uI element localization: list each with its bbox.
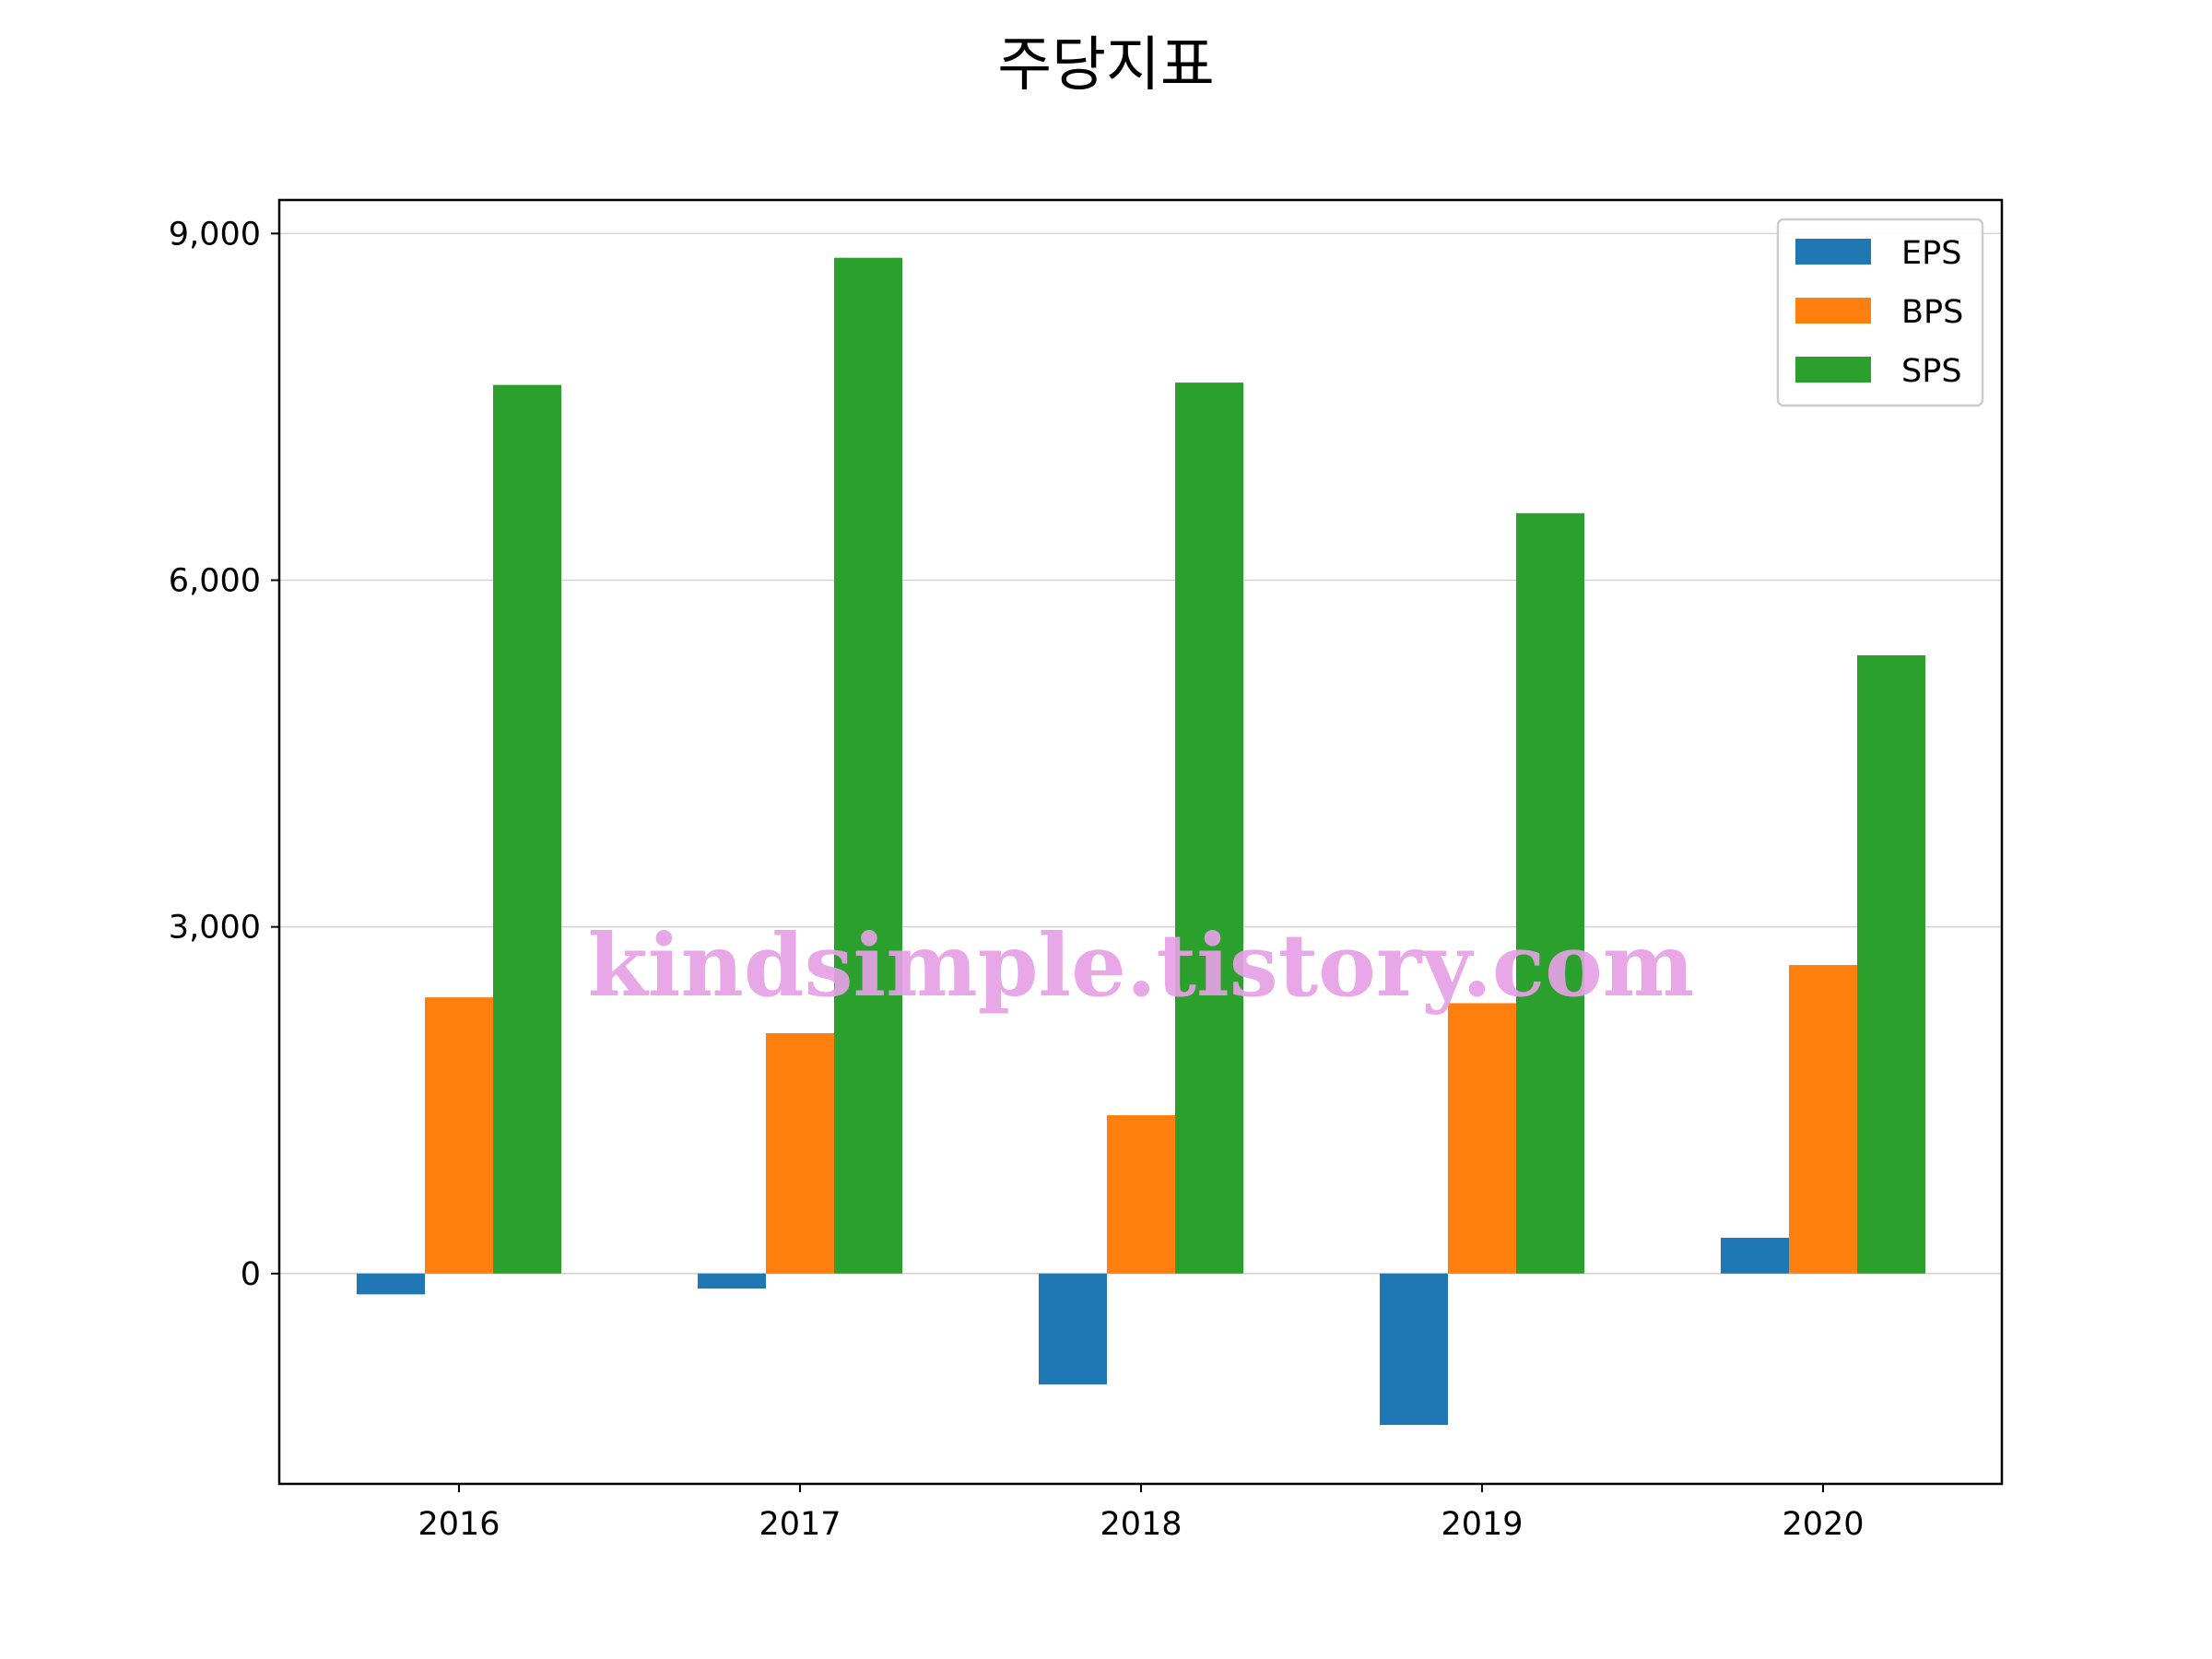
bar-bps-2017	[766, 1033, 834, 1274]
y-tick-label: 3,000	[169, 910, 261, 947]
bar-sps-2019	[1516, 512, 1584, 1274]
legend-label-eps: EPS	[1901, 235, 1961, 272]
x-tick-label: 2017	[759, 1506, 841, 1543]
legend-label-bps: BPS	[1901, 294, 1963, 331]
legend-swatch-bps	[1795, 298, 1871, 324]
bar-sps-2018	[1175, 382, 1243, 1274]
legend: EPS BPS SPS	[1776, 218, 1984, 407]
bar-eps-2016	[357, 1273, 425, 1295]
bar-eps-2018	[1039, 1273, 1107, 1385]
y-tick-label: 6,000	[169, 563, 261, 600]
x-tick-label: 2019	[1441, 1506, 1523, 1543]
bar-bps-2018	[1107, 1115, 1175, 1274]
bar-bps-2020	[1789, 965, 1857, 1274]
bar-bps-2019	[1448, 1003, 1516, 1274]
gridlines	[279, 232, 2002, 1275]
bar-eps-2017	[698, 1273, 766, 1289]
bar-eps-2020	[1721, 1237, 1789, 1274]
x-tick-label: 2018	[1100, 1506, 1182, 1543]
bar-sps-2016	[493, 384, 561, 1274]
y-tick-label: 0	[241, 1256, 261, 1293]
legend-swatch-eps	[1795, 239, 1871, 265]
bar-sps-2020	[1857, 655, 1925, 1274]
legend-swatch-sps	[1795, 357, 1871, 382]
y-tick-label: 9,000	[169, 216, 261, 253]
watermark: kindsimple.tistory.com	[588, 915, 1695, 1017]
x-tick-label: 2020	[1782, 1506, 1864, 1543]
axis-ticks: 0 3,000 6,000 9,000 2016 2017 2018 2019 2020	[169, 216, 1865, 1543]
bar-sps-2017	[834, 257, 902, 1274]
x-tick-label: 2016	[418, 1506, 500, 1543]
chart-title: 주당지표	[997, 31, 1215, 100]
legend-label-sps: SPS	[1901, 353, 1962, 390]
bar-eps-2019	[1380, 1273, 1448, 1426]
bar-bps-2016	[425, 997, 493, 1274]
bars	[357, 257, 1925, 1426]
